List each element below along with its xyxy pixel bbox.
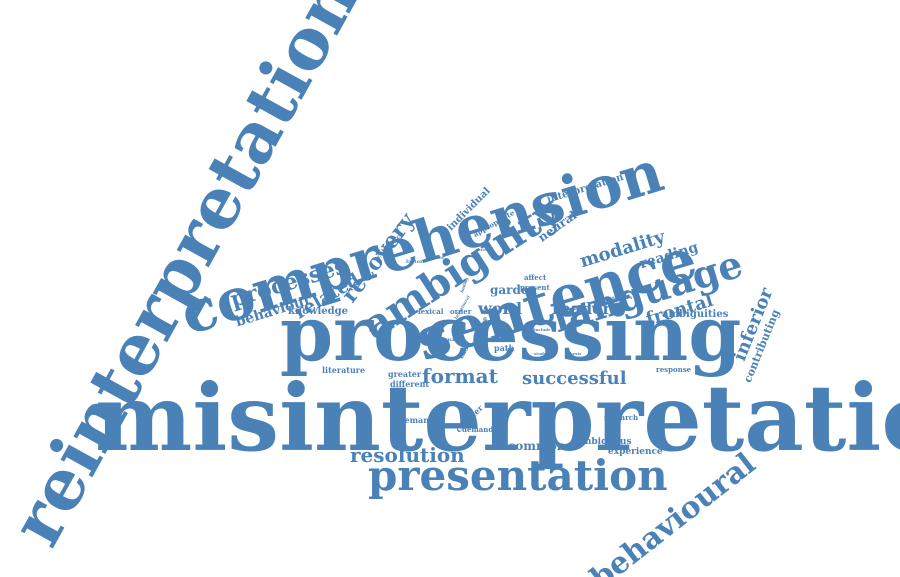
word-affect: affect (524, 273, 547, 282)
word-visual: visual (440, 337, 457, 343)
word-greater: greater (388, 369, 422, 379)
word-study: study (534, 351, 547, 356)
word-ambiguities: ambiguities (662, 309, 729, 320)
word-reader: reader (552, 299, 611, 318)
word-processing: processing (280, 289, 742, 378)
word-system: system (614, 307, 630, 312)
word-result: result (572, 333, 586, 338)
word-ambiguous: ambiguous (576, 437, 632, 447)
word-thesis: thesis (568, 351, 582, 356)
word-garden: garden (490, 283, 538, 297)
word-experience: experience (608, 447, 663, 457)
word-factor: factor (406, 259, 423, 265)
word-knowledge: knowledge (288, 306, 348, 317)
word-studies: studies (612, 295, 633, 301)
word-semantic: semantic (400, 415, 441, 425)
word-format: format (422, 364, 498, 388)
word-lexical: lexical (418, 307, 444, 316)
word-adapt: adapt (468, 341, 481, 346)
word-misinterpretation: misinterpretation (95, 364, 900, 472)
word-response: response (656, 365, 692, 374)
word-include: include (534, 327, 551, 332)
word-research: research (604, 413, 639, 422)
word-different: different (390, 379, 430, 389)
word-literature: literature (322, 365, 366, 375)
word-word: word (478, 299, 523, 318)
word-recover: recover (476, 247, 493, 252)
word-higher: higher (426, 255, 445, 261)
word-presentation: presentation (368, 451, 668, 500)
word-present: present (520, 283, 550, 292)
word-successful: successful (522, 368, 627, 389)
word-order: order (450, 307, 472, 316)
word-demand: demand (462, 425, 494, 434)
word-resolution: resolution (350, 443, 465, 467)
word-path: path (494, 343, 515, 353)
word-common: common (508, 439, 566, 453)
